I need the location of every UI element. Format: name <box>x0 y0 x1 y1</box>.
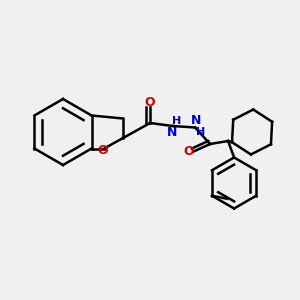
Text: H: H <box>172 116 181 126</box>
Text: O: O <box>145 95 155 109</box>
Text: O: O <box>98 143 108 157</box>
Text: H: H <box>196 127 205 137</box>
Text: N: N <box>190 114 201 128</box>
Text: O: O <box>184 145 194 158</box>
Text: N: N <box>167 126 177 139</box>
